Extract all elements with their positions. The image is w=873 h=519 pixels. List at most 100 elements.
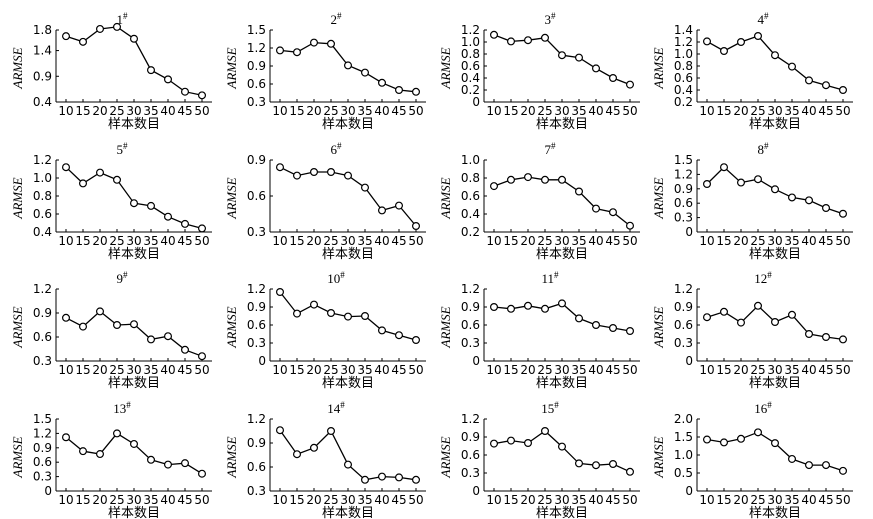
x-tick-label: 10	[699, 234, 714, 248]
x-tick-label: 10	[272, 234, 287, 248]
data-point	[275, 163, 284, 172]
data-point	[412, 335, 421, 344]
y-tick-label: 0	[44, 484, 52, 498]
data-point	[344, 61, 353, 70]
data-point	[540, 426, 549, 435]
x-tick-label: 35	[143, 234, 158, 248]
x-tick-label: 15	[75, 104, 90, 118]
panel-title: 12#	[754, 270, 772, 286]
y-axis-label: ARMSE	[224, 177, 239, 219]
x-tick-label: 50	[408, 104, 423, 118]
data-point	[361, 311, 370, 320]
y-tick-label: 0.9	[33, 441, 52, 455]
x-tick-label: 15	[716, 104, 731, 118]
x-tick-label: 30	[554, 493, 569, 507]
panel-title-sup: #	[340, 270, 345, 280]
y-tick-label: 0.9	[33, 69, 52, 83]
chart-svg: 0.3 0.6 0.9 1.2 10 15 20 25 30 35 40 45 50 样本数目 ARMSE 9…	[10, 270, 212, 391]
y-tick-label: 0.3	[247, 225, 266, 239]
x-tick-label: 30	[126, 493, 141, 507]
chart-svg: 00.20.40.60.81.01.2 10 15 20 25 30 35 40 45 50 样本数…	[438, 11, 640, 132]
y-tick-label: 1.5	[674, 430, 693, 444]
panel-title: 11#	[541, 270, 559, 286]
y-tick-label: 1.2	[33, 426, 52, 440]
y-tick-label: 1.2	[461, 282, 480, 296]
y-axis-label: ARMSE	[651, 177, 666, 219]
data-point	[78, 37, 87, 46]
y-tick-label: 1.5	[33, 412, 52, 426]
data-point	[164, 332, 173, 341]
y-tick-label: 0.8	[461, 171, 480, 185]
data-point	[412, 87, 421, 96]
y-tick-label: 0.6	[461, 318, 480, 332]
data-point	[326, 426, 335, 435]
y-tick-label: 1.4	[33, 44, 52, 58]
x-tick-label: 30	[340, 363, 355, 377]
data-point	[626, 221, 635, 230]
panel-title-sup: #	[764, 141, 769, 151]
x-tick-label: 15	[75, 234, 90, 248]
y-tick-label: 1.2	[247, 412, 266, 426]
x-tick-label: 20	[520, 493, 535, 507]
x-tick-label: 20	[306, 493, 321, 507]
x-tick-label: 25	[537, 493, 552, 507]
x-tick-label: 25	[109, 493, 124, 507]
y-axis-label: ARMSE	[438, 436, 453, 478]
data-point	[626, 80, 635, 89]
data-point	[540, 304, 549, 313]
y-tick-label: 0.9	[461, 300, 480, 314]
data-point	[540, 33, 549, 42]
y-tick-label: 0.2	[461, 83, 480, 97]
chart-svg: 0 0.5 1.0 1.5 2.0 10 15 20 25 30 35 40 45 50 样本数目 ARMSE…	[651, 400, 853, 519]
y-tick-label: 0	[258, 354, 266, 368]
data-point	[702, 179, 711, 188]
y-tick-label: 1.0	[33, 171, 52, 185]
data-point	[309, 443, 318, 452]
x-tick-label: 45	[391, 234, 406, 248]
data-point	[609, 208, 618, 217]
x-axis-label: 样本数目	[749, 376, 801, 391]
y-axis-label: ARMSE	[224, 306, 239, 348]
x-tick-label: 50	[408, 234, 423, 248]
data-point	[771, 185, 780, 194]
chart-panel: 0.2 0.4 0.6 0.8 1.0 10 15 20 25 30 35 40 45 50 样本数目 ARM…	[428, 130, 646, 262]
data-point	[575, 53, 584, 62]
x-tick-label: 15	[503, 104, 518, 118]
chart-panel: 0.3 0.6 0.9 1.2 1.5 10 15 20 25 30 35 40 45 50 样本数目 ARM…	[214, 0, 432, 132]
data-point	[753, 175, 762, 184]
x-tick-label: 35	[143, 363, 158, 377]
y-axis-label: ARMSE	[10, 47, 25, 89]
x-tick-label: 35	[571, 493, 586, 507]
chart-panel: 0.4 0.6 0.8 1.0 1.2 10 15 20 25 30 35 40 45 50 样本数目 ARM…	[0, 130, 218, 262]
data-point	[181, 345, 190, 354]
x-axis-label: 样本数目	[536, 506, 588, 519]
data-point	[395, 85, 404, 94]
data-point	[805, 196, 814, 205]
data-point	[575, 314, 584, 323]
y-tick-label: 0.6	[461, 59, 480, 73]
y-tick-label: 0.6	[33, 455, 52, 469]
y-tick-label: 1.2	[33, 153, 52, 167]
data-point	[378, 206, 387, 215]
panel-title-sup: #	[554, 270, 559, 280]
y-tick-label: 1.0	[461, 153, 480, 167]
data-point	[753, 31, 762, 40]
data-point	[592, 320, 601, 329]
panel-title: 7#	[545, 141, 557, 157]
x-tick-label: 15	[289, 104, 304, 118]
panel-title: 16#	[754, 400, 772, 416]
data-point	[378, 78, 387, 87]
panel-title: 6#	[331, 141, 343, 157]
data-point	[609, 323, 618, 332]
chart-svg: 00.30.60.91.21.5 10 15 20 25 30 35 40 45 50 样本数目 AR…	[10, 400, 212, 519]
data-point	[61, 433, 70, 442]
x-tick-label: 40	[160, 234, 175, 248]
x-tick-label: 40	[374, 104, 389, 118]
data-point	[164, 75, 173, 84]
data-point	[412, 221, 421, 230]
data-point	[344, 171, 353, 180]
x-tick-label: 50	[622, 234, 637, 248]
data-point	[719, 438, 728, 447]
x-tick-label: 10	[58, 234, 73, 248]
x-tick-label: 35	[357, 493, 372, 507]
